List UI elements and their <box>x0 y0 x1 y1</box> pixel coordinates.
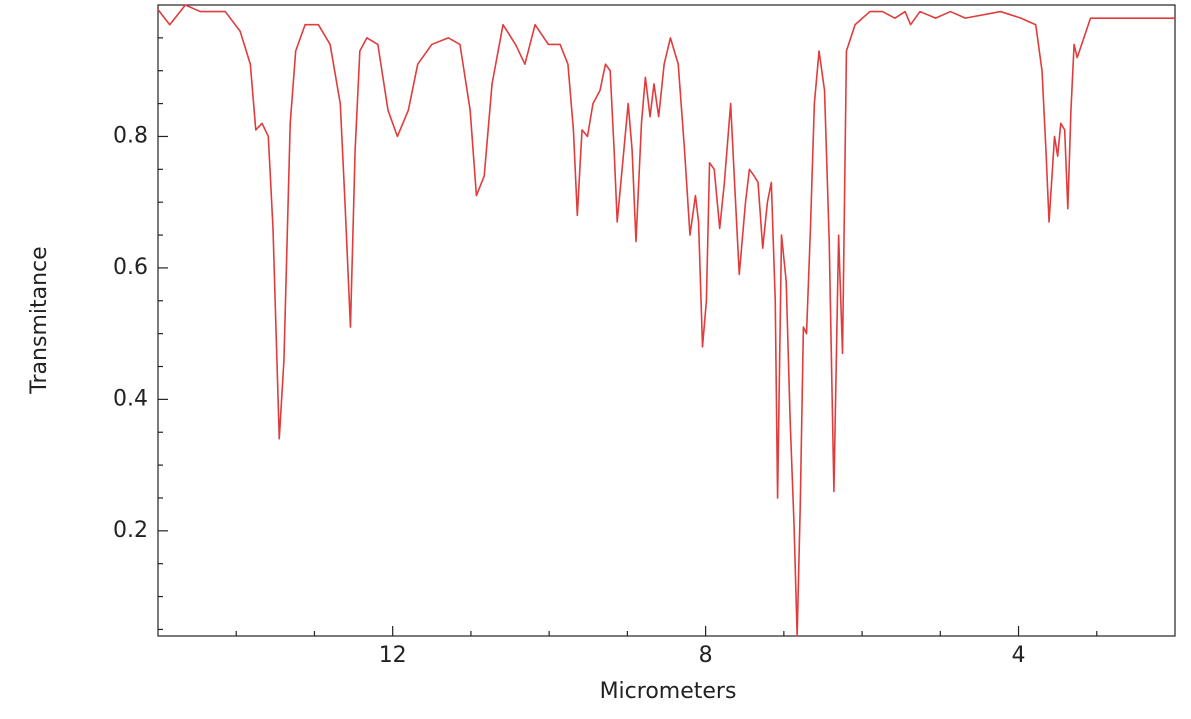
y-axis-label: Transmitance <box>27 246 52 394</box>
plot-frame <box>157 4 1176 637</box>
x-axis-label: Micrometers <box>600 679 737 704</box>
y-tick-label: 0.4 <box>113 386 148 411</box>
y-tick-label: 0.2 <box>113 518 148 543</box>
x-tick-label: 12 <box>379 643 407 668</box>
x-tick-label: 4 <box>1012 643 1026 668</box>
y-tick-label: 0.6 <box>113 255 148 280</box>
spectrum-line <box>157 4 1175 637</box>
x-tick-label: 8 <box>699 643 713 668</box>
y-tick-label: 0.8 <box>113 123 148 148</box>
